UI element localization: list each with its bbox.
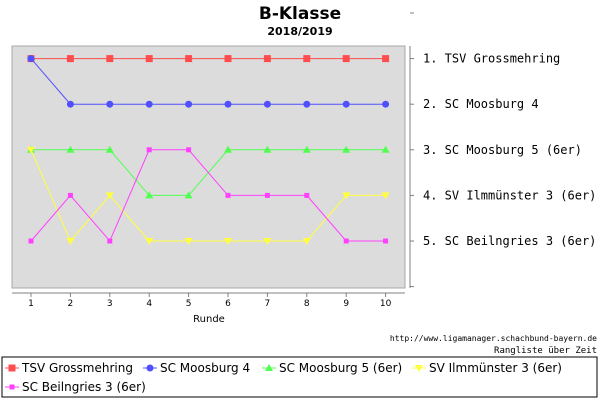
series-point <box>302 145 311 153</box>
x-tick-label: 3 <box>107 299 113 309</box>
series-point <box>263 55 271 63</box>
series-point <box>66 238 75 245</box>
legend-label: SC Moosburg 5 (6er) <box>279 361 402 375</box>
series-point <box>145 238 154 245</box>
series-point <box>107 238 113 244</box>
series-point <box>381 192 390 200</box>
x-tick-label: 2 <box>68 299 74 309</box>
series-point <box>184 191 193 199</box>
series-point <box>145 100 153 108</box>
legend-marker <box>8 364 16 372</box>
series-point <box>27 55 35 63</box>
series-point <box>263 100 271 108</box>
series-point <box>106 100 114 108</box>
series-point <box>342 192 351 200</box>
legend-item-5: SC Beilngries 3 (6er) <box>5 380 146 394</box>
series-point <box>28 238 34 244</box>
series-point <box>66 145 75 153</box>
legend-marker <box>146 364 154 372</box>
source-text: http://www.ligamanager.schachbund-bayern… <box>390 334 597 343</box>
rank-label: 2. SC Moosburg 4 <box>423 97 539 111</box>
rank-labels: 1. TSV Grossmehring 2. SC Moosburg 4 3. SC… <box>423 52 596 248</box>
series-point <box>225 192 231 198</box>
series-point <box>381 145 390 153</box>
series-point <box>383 238 389 244</box>
series-point <box>342 55 350 63</box>
series-point <box>263 238 272 245</box>
legend-marker <box>265 364 273 371</box>
series-point <box>224 145 232 153</box>
series-3 <box>27 145 390 199</box>
series-point <box>105 192 114 200</box>
series-point <box>304 192 310 198</box>
series-point <box>185 55 193 63</box>
series-point <box>263 145 272 153</box>
series-point <box>145 55 153 63</box>
series-point <box>106 55 114 63</box>
x-tick-label: 7 <box>265 299 271 309</box>
series-2 <box>27 55 390 108</box>
x-tick-label: 6 <box>225 299 231 309</box>
x-tick-label: 4 <box>146 299 152 309</box>
rank-label: 3. SC Moosburg 5 (6er) <box>423 143 582 157</box>
series-point <box>67 192 73 198</box>
series-point <box>382 55 390 63</box>
series-point <box>105 145 114 153</box>
legend-item-1: TSV Grossmehring <box>5 361 133 375</box>
series-5 <box>28 147 389 244</box>
series-point <box>186 147 192 153</box>
series-point <box>342 100 350 108</box>
legend-label: TSV Grossmehring <box>21 361 133 375</box>
series-point <box>66 55 74 63</box>
series-point <box>224 55 232 63</box>
chart-title: B-Klasse <box>259 4 341 24</box>
legend: TSV Grossmehring SC Moosburg 4 SC Moosburg… <box>5 361 562 394</box>
series-point <box>146 147 152 153</box>
rank-label: 4. SV Ilmmünster 3 (6er) <box>423 188 596 202</box>
legend-label: SV Ilmmünster 3 (6er) <box>429 361 562 375</box>
x-ticks: 1 2 3 4 5 6 7 8 9 10 <box>28 293 392 309</box>
x-axis-title: Runde <box>193 314 225 325</box>
rank-label: 1. TSV Grossmehring <box>423 52 560 66</box>
series-point <box>264 192 270 198</box>
x-tick-label: 9 <box>343 299 349 309</box>
legend-item-4: SV Ilmmünster 3 (6er) <box>412 361 562 375</box>
legend-item-3: SC Moosburg 5 (6er) <box>262 361 402 375</box>
plot-area <box>11 45 406 289</box>
series-point <box>185 100 193 108</box>
series-point <box>302 238 311 245</box>
series-point <box>303 100 311 108</box>
series-point <box>224 238 232 245</box>
legend-marker <box>415 365 423 372</box>
rank-label: 5. SC Beilngries 3 (6er) <box>423 234 596 248</box>
legend-label: SC Moosburg 4 <box>160 361 250 375</box>
series-point <box>382 100 390 108</box>
legend-item-2: SC Moosburg 4 <box>143 361 250 375</box>
series-group <box>27 55 390 245</box>
legend-marker <box>9 384 15 390</box>
series-point <box>27 146 35 154</box>
series-point <box>303 55 311 63</box>
series-point <box>224 100 232 108</box>
x-tick-label: 10 <box>380 299 392 309</box>
y-ticks <box>410 12 414 288</box>
series-point <box>342 145 351 153</box>
series-line <box>30 149 386 242</box>
series-point <box>184 238 193 245</box>
chart-subtitle: 2018/2019 <box>267 25 332 38</box>
note-text: Rangliste über Zeit <box>494 346 597 356</box>
x-tick-label: 5 <box>186 299 192 309</box>
series-point <box>66 100 74 108</box>
series-line <box>30 58 386 105</box>
x-tick-label: 8 <box>304 299 310 309</box>
x-tick-label: 1 <box>28 299 34 309</box>
series-point <box>343 238 349 244</box>
series-point <box>145 191 154 199</box>
legend-label: SC Beilngries 3 (6er) <box>22 380 146 394</box>
legend-box <box>1 356 598 398</box>
